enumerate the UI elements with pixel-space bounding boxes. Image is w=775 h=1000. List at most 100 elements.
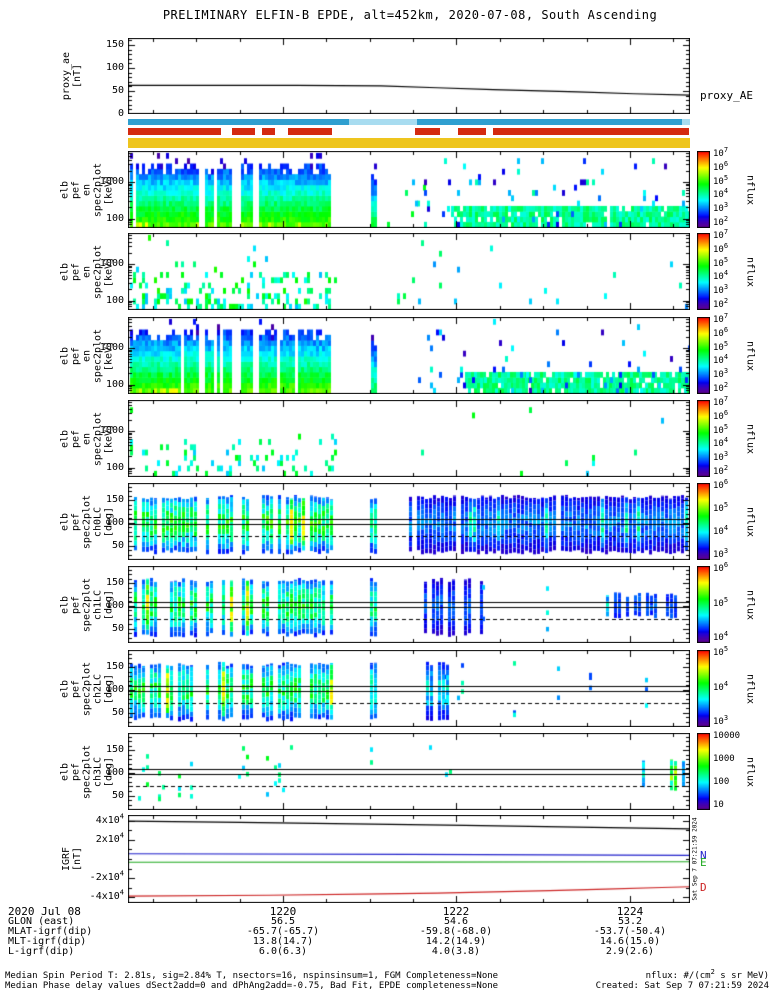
strip-segment — [231, 128, 255, 135]
colorbar-tick: 103 — [713, 714, 729, 728]
info-value: 4.0(3.8) — [431, 946, 481, 957]
ytick-label: 100 — [105, 378, 124, 390]
colorbar-tick: 102 — [713, 215, 729, 229]
colorbar-tick: 10000 — [713, 731, 741, 741]
plot-spec2plot-ch1LC — [128, 566, 690, 643]
ylabel-line: pef — [70, 429, 82, 448]
ylabel-en-spec2plot-perp: elb pef en spec2plot [keV] — [60, 411, 115, 465]
ylabel-line: pef — [70, 180, 82, 199]
info-value: 2.9(2.6) — [605, 946, 655, 957]
ylabel-line: elb — [59, 180, 71, 199]
strip-mode-yellow — [128, 138, 690, 148]
info-value: -59.8(-68.0) — [419, 926, 493, 937]
info-value: -65.7(-65.7) — [246, 926, 320, 937]
plot-en-spec2plot-omni — [128, 151, 690, 228]
ylabel-line: pef — [70, 346, 82, 365]
info-label: MLAT-igrf(dip) — [8, 926, 93, 937]
colorbar-tick: 10 — [713, 800, 724, 810]
colorbar-tick: 104 — [713, 187, 729, 201]
plot-igrf — [128, 815, 690, 903]
ytick-label: -2x104 — [89, 869, 124, 884]
ylabel-line: spec2plot — [92, 328, 104, 383]
series-label-E: E — [700, 855, 707, 869]
info-value: 56.5 — [270, 916, 296, 927]
strip-segment — [415, 128, 440, 135]
ylabel-line: [keV] — [103, 340, 115, 371]
info-row-mlt: MLT-igrf(dip) 13.8(14.7) 14.2(14.9) 14.6… — [0, 936, 775, 947]
colorbar-spec2plot-ch1LC — [697, 566, 710, 643]
series-label-D: D — [700, 880, 707, 894]
figure-title: PRELIMINARY ELFIN-B EPDE, alt=452km, 202… — [162, 8, 658, 22]
plot-spec2plot-ch2LC — [128, 650, 690, 727]
colorbar-tick: 104 — [713, 269, 729, 283]
colorbar-tick: 103 — [713, 367, 729, 381]
colorbar-tick: 107 — [713, 312, 729, 326]
ylabel-en-spec2plot-omni: elb pef en spec2plot [keV] — [60, 162, 115, 216]
ytick-label: 50 — [111, 84, 124, 96]
colorbar-tick: 103 — [713, 547, 729, 561]
info-value: 14.2(14.9) — [425, 936, 487, 947]
ytick-label: 50 — [111, 789, 124, 801]
colorbar-title: nflux — [744, 340, 756, 371]
ytick-label: 1000 — [99, 175, 124, 187]
colorbar-en-spec2plot-para — [697, 233, 710, 310]
ytick-label: 100 — [105, 61, 124, 73]
ylabel-line: en — [81, 183, 93, 196]
info-label: L-igrf(dip) — [8, 946, 75, 957]
ytick-label: 1000 — [99, 424, 124, 436]
strip-segment — [348, 119, 418, 125]
colorbar-tick: 104 — [713, 353, 729, 367]
colorbar-tick: 105 — [713, 645, 729, 659]
colorbar-en-spec2plot-perp — [697, 400, 710, 477]
x-tick-label-2: 1222 — [442, 905, 470, 918]
ytick-label: 100 — [105, 461, 124, 473]
info-row-lshell: L-igrf(dip) 6.0(6.3) 4.0(3.8) 2.9(2.6) — [0, 946, 775, 957]
strip-segment — [457, 128, 486, 135]
timestamp-vertical: Sat Sep 7 07:21:59 2024 — [691, 817, 699, 901]
ylabel-line: spec2plot — [92, 244, 104, 299]
colorbar-tick: 105 — [713, 255, 729, 269]
colorbar-tick: 100 — [713, 777, 730, 787]
ytick-label: 0 — [117, 108, 124, 119]
info-value: 6.0(6.3) — [258, 946, 308, 957]
info-label: GLON (east) — [8, 916, 75, 927]
footnote-line-2: Median Phase delay values dSect2add=0 an… — [5, 981, 499, 991]
colorbar-tick: 105 — [713, 501, 729, 515]
ytick-label: 150 — [105, 744, 124, 756]
ytick-label: 50 — [111, 622, 124, 634]
info-value: 14.6(15.0) — [599, 936, 661, 947]
ylabel-line: en — [81, 432, 93, 445]
ylabel-en-spec2plot-anti: elb pef en spec2plot [keV] — [60, 328, 115, 382]
ylabel-line: spec2plot — [92, 411, 104, 466]
colorbar-tick: 106 — [713, 478, 729, 492]
ylabel-line: en — [81, 265, 93, 278]
info-value: 53.2 — [617, 916, 643, 927]
plot-en-spec2plot-anti — [128, 317, 690, 394]
strip-segment — [128, 128, 221, 135]
footnote-nflux-units: nflux: #/(cm2 s sr MeV) — [645, 968, 769, 982]
colorbar-title: nflux — [744, 423, 756, 454]
series-label-N: N — [700, 849, 707, 863]
colorbar-tick: 104 — [713, 679, 729, 693]
ytick-label: 150 — [105, 577, 124, 589]
info-row-glon: GLON (east) 56.5 54.6 53.2 — [0, 916, 775, 927]
ytick-label: 100 — [105, 599, 124, 611]
ylabel-line: pef — [70, 262, 82, 281]
strip-segment — [288, 128, 332, 135]
ytick-label: 1000 — [99, 341, 124, 353]
colorbar-tick: 105 — [713, 595, 729, 609]
colorbar-tick: 1000 — [713, 754, 735, 764]
plot-en-spec2plot-perp — [128, 400, 690, 477]
ytick-label: 50 — [111, 539, 124, 551]
colorbar-en-spec2plot-anti — [697, 317, 710, 394]
colorbar-tick: 106 — [713, 241, 729, 255]
colorbar-tick: 105 — [713, 339, 729, 353]
ylabel-line: elb — [59, 262, 71, 281]
strip-segment — [261, 128, 276, 135]
info-value: -53.7(-50.4) — [593, 926, 667, 937]
ytick-label: 150 — [105, 494, 124, 506]
colorbar-tick: 106 — [713, 325, 729, 339]
ylabel-line: IGRF — [61, 846, 72, 872]
colorbar-tick: 106 — [713, 408, 729, 422]
colorbar-tick: 102 — [713, 297, 729, 311]
